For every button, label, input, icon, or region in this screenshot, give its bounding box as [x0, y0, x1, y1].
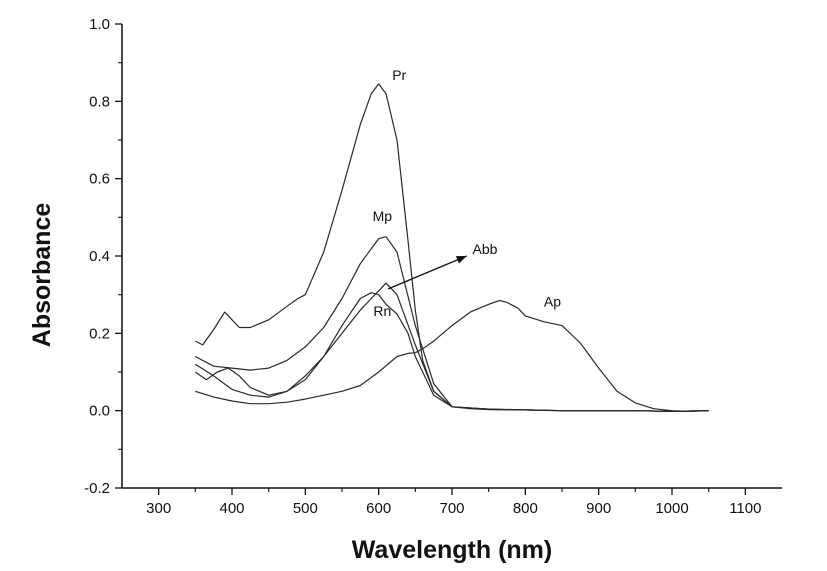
series-label-abb: Abb [473, 241, 498, 257]
x-tick-label: 500 [293, 500, 318, 517]
x-tick-label: 800 [513, 500, 538, 517]
y-tick-label: 0.8 [89, 93, 110, 110]
series-line-pr [195, 83, 709, 412]
series-line-mp [195, 236, 709, 412]
y-tick-label: 0.6 [89, 171, 110, 188]
series-line-rn [194, 292, 709, 412]
series-line-abb [194, 282, 709, 412]
x-ticks: 300 400 500 600 700 800 900 1000 1100 [146, 488, 761, 517]
abb-arrow-head [455, 256, 467, 264]
series-label-mp: Mp [373, 208, 393, 224]
series-label-pr: Pr [392, 67, 406, 83]
x-tick-label: 700 [439, 500, 464, 517]
x-tick-label: 900 [586, 500, 611, 517]
y-tick-label: 0.2 [89, 325, 110, 342]
series-label-ap: Ap [544, 293, 561, 309]
x-tick-label: 400 [219, 500, 244, 517]
x-tick-label: 300 [146, 500, 171, 517]
y-tick-label: 1.0 [89, 16, 110, 33]
series-label-rn: Rn [373, 303, 391, 319]
abb-arrow-line [387, 255, 467, 290]
series-line-ap [195, 299, 709, 412]
x-tick-label: 600 [366, 500, 391, 517]
x-axis-title: Wavelength (nm) [352, 536, 552, 564]
series-layer [194, 83, 709, 412]
y-tick-label: 0.4 [89, 248, 110, 265]
y-tick-label: -0.2 [84, 480, 110, 497]
annotation-layer: Pr Mp Abb Rn Ap [373, 67, 562, 319]
y-tick-label: 0.0 [89, 403, 110, 420]
y-ticks: -0.2 0.0 0.2 0.4 0.6 0.8 1.0 [84, 16, 122, 497]
axes: 300 400 500 600 700 800 900 1000 1100 -0.2 0.0 0.2… [84, 16, 782, 517]
x-tick-label: 1000 [655, 500, 688, 517]
y-axis-title: Absorbance [28, 203, 56, 348]
x-tick-label: 1100 [729, 500, 761, 517]
